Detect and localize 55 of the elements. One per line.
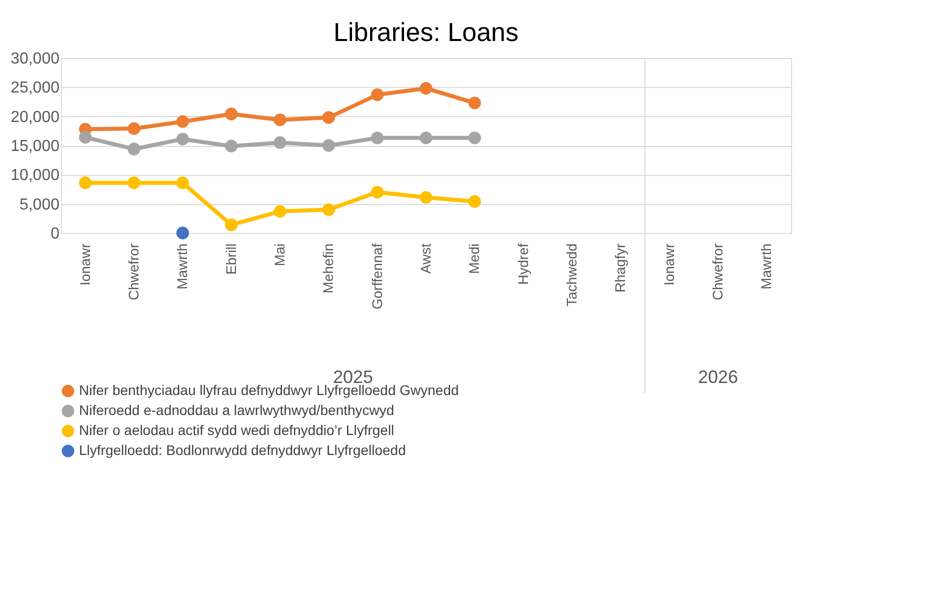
point: [225, 108, 238, 120]
x-tick-label: Ionawr: [660, 243, 677, 286]
x-tick-label: Mehefin: [320, 244, 336, 294]
y-tick-label: 0: [50, 226, 60, 242]
x-tick-label: Awst: [418, 243, 434, 274]
point: [420, 82, 432, 95]
point: [420, 191, 432, 204]
point: [322, 111, 335, 124]
point: [176, 115, 189, 128]
x-tick-label: Medi: [466, 244, 482, 274]
y-tick-label: 10,000: [10, 167, 60, 184]
text: 2026: [698, 367, 738, 387]
x-tick-label: Rhagfyr: [612, 243, 628, 293]
point: [468, 195, 481, 208]
x-tick-label: Chwefror: [126, 243, 142, 300]
point: [128, 142, 140, 156]
point: [225, 140, 238, 152]
point: [225, 218, 238, 232]
point: [274, 205, 286, 218]
point: [322, 139, 335, 152]
x-tick-label: Mawrth: [758, 244, 774, 290]
point: [274, 136, 286, 149]
point: [371, 132, 384, 144]
x-tick-label: Hydref: [514, 243, 531, 285]
point: [176, 176, 189, 190]
legend-label: Niferoedd e-adnoddau a lawrlwythwyd/benthycwyd: [79, 402, 394, 418]
point: [176, 132, 189, 146]
point: [274, 114, 286, 126]
y-tick-label: 20,000: [10, 108, 60, 126]
point: [420, 132, 432, 144]
x-tick-label: Ebrill: [222, 244, 239, 275]
legend-label: Nifer benthyciadau llyfrau defnyddwyr Llyfrgelloedd Gwynedd: [79, 382, 459, 398]
y-tick-label: 30,000: [10, 50, 60, 68]
point: [468, 96, 481, 110]
legend-label: Nifer o aelodau actif sydd wedi defnyddio’r Llyfrgell: [79, 422, 394, 438]
legend-label: Llyfrgelloedd: Bodlonrwydd defnyddwyr Llyfrgelloedd: [79, 442, 406, 458]
point: [371, 88, 384, 102]
point: [128, 122, 140, 135]
chart-title: Libraries: Loans: [334, 17, 518, 47]
y-tick-label: 5,000: [19, 196, 60, 214]
x-tick-label: Tachwedd: [564, 244, 580, 307]
x-tick-label: Mawrth: [174, 244, 190, 290]
x-tick-label: Ionawr: [76, 243, 93, 286]
point: [322, 203, 335, 216]
point: [468, 132, 481, 144]
x-tick-label: Gorffennaf: [368, 243, 385, 310]
x-tick-label: Chwefror: [710, 243, 726, 300]
point: [79, 176, 92, 190]
x-tick-label: Mai: [272, 244, 288, 266]
point: [176, 226, 189, 240]
point: [371, 186, 384, 198]
point: [128, 176, 140, 190]
y-tick-label: 15,000: [10, 138, 60, 155]
y-tick-label: 25,000: [10, 80, 60, 97]
point: [79, 131, 92, 144]
